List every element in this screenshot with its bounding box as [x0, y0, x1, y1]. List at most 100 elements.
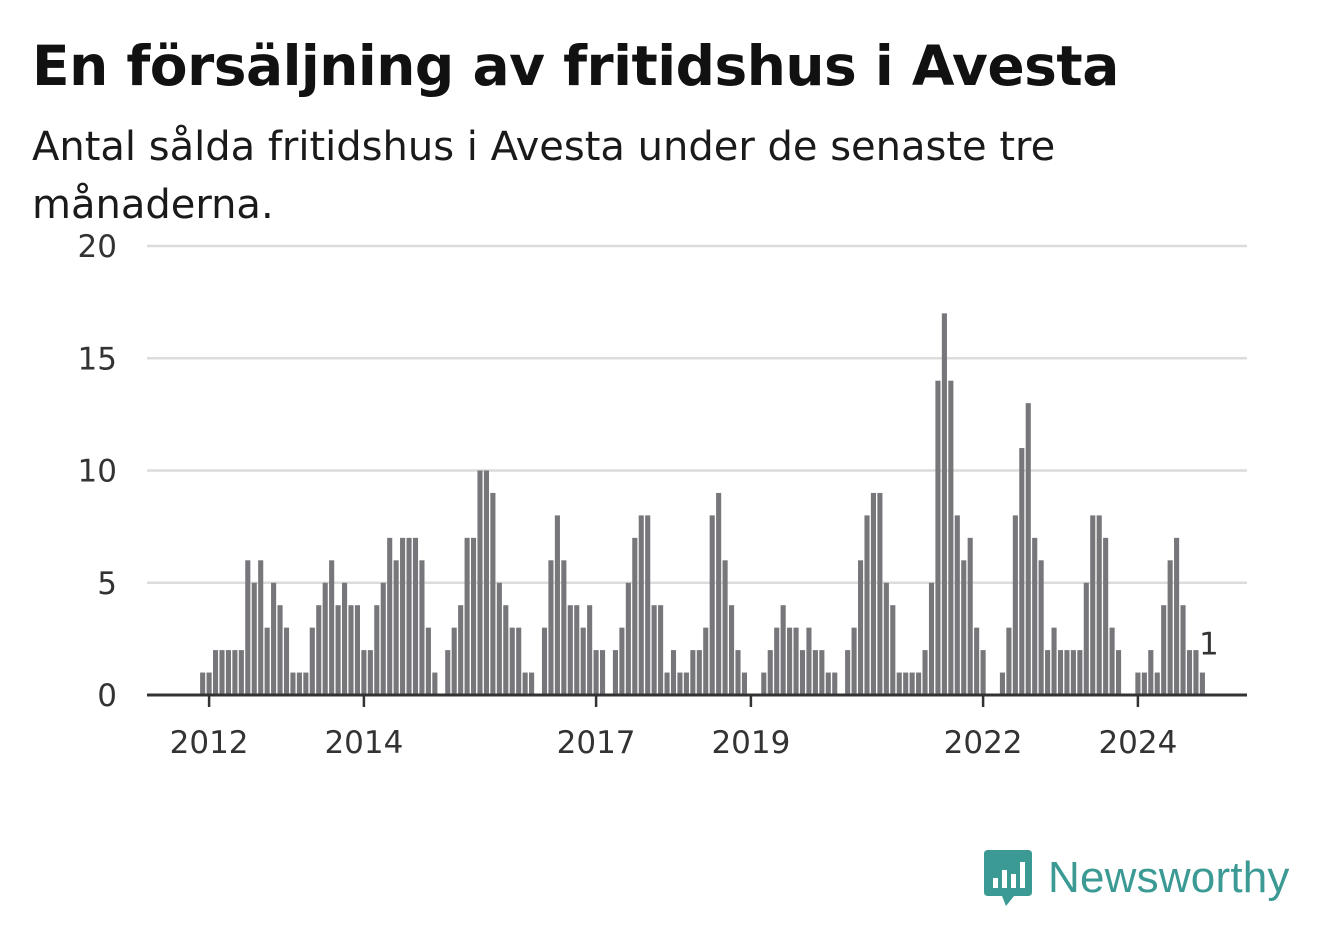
- bar: [374, 605, 380, 695]
- bar: [238, 650, 244, 695]
- bar: [780, 605, 786, 695]
- bar: [1199, 672, 1205, 695]
- bar: [496, 582, 502, 695]
- y-tick-label: 0: [97, 678, 117, 714]
- bar: [696, 650, 702, 695]
- bar: [271, 582, 277, 695]
- bar: [1032, 537, 1038, 695]
- bar: [593, 650, 599, 695]
- chart-subtitle: Antal sålda fritidshus i Avesta under de…: [32, 124, 1056, 228]
- bar: [329, 560, 335, 695]
- bar: [419, 560, 425, 695]
- bar: [812, 650, 818, 695]
- chart-title: En försäljning av fritidshus i Avesta: [32, 34, 1119, 98]
- bar: [477, 470, 483, 695]
- bar: [1186, 650, 1193, 695]
- bar: [858, 560, 864, 695]
- bar: [851, 627, 857, 695]
- bar: [451, 627, 457, 695]
- bar: [361, 650, 367, 695]
- x-tick-label: 2019: [711, 725, 790, 761]
- bar: [580, 627, 586, 695]
- bar: [703, 627, 709, 695]
- bar: [870, 492, 876, 695]
- y-tick-label: 10: [78, 454, 117, 490]
- bar: [735, 650, 741, 695]
- x-tick-label: 2024: [1098, 725, 1177, 761]
- bar: [516, 627, 522, 695]
- bar: [658, 605, 664, 695]
- bar: [845, 650, 851, 695]
- grid-lines: [147, 244, 1247, 584]
- bar: [1012, 515, 1018, 695]
- brand-name: Newsworthy: [1048, 853, 1290, 902]
- bar: [709, 515, 715, 695]
- newsworthy-logo: Newsworthy: [980, 848, 1290, 908]
- bar: [632, 537, 638, 695]
- bar: [1070, 650, 1076, 695]
- bar: [406, 537, 412, 695]
- bar: [1025, 403, 1031, 695]
- bar: [832, 672, 838, 695]
- bar: [354, 605, 360, 695]
- bar: [1161, 605, 1167, 695]
- bar: [387, 537, 393, 695]
- bar: [761, 672, 767, 695]
- bar: [567, 605, 573, 695]
- bar: [1135, 672, 1141, 695]
- bar: [638, 515, 644, 695]
- bar: [554, 515, 560, 695]
- bar: [877, 492, 883, 695]
- bar: [690, 650, 696, 695]
- bar: [1167, 560, 1173, 695]
- bar: [1193, 650, 1199, 695]
- bars: [200, 313, 1205, 695]
- bar: [303, 672, 309, 695]
- bar: [232, 650, 238, 695]
- bar: [290, 672, 296, 695]
- bar: [342, 582, 348, 695]
- bar: [316, 605, 322, 695]
- bar: [1038, 560, 1044, 695]
- bar: [961, 560, 967, 695]
- bar: [277, 605, 283, 695]
- bar: [625, 582, 631, 695]
- bar: [206, 672, 212, 695]
- bar: [967, 537, 973, 695]
- bar: [612, 650, 618, 695]
- bar: [787, 627, 793, 695]
- bar: [458, 605, 464, 695]
- bar: [716, 492, 722, 695]
- bar: [490, 492, 496, 695]
- bar: [954, 515, 960, 695]
- y-tick-label: 20: [78, 229, 117, 265]
- bar: [1006, 627, 1012, 695]
- bar: [1064, 650, 1070, 695]
- bar: [1148, 650, 1154, 695]
- bar: [445, 650, 451, 695]
- bar: [774, 627, 780, 695]
- x-tick-label: 2012: [170, 725, 249, 761]
- x-tick-label: 2017: [557, 725, 636, 761]
- bar-chart-speech-bubble-icon: [984, 850, 1032, 906]
- bar: [283, 627, 290, 695]
- bar: [412, 537, 419, 695]
- bar: [251, 582, 257, 695]
- bar: [425, 627, 431, 695]
- bar: [600, 650, 606, 695]
- bar: [916, 672, 922, 695]
- bar: [574, 605, 580, 695]
- bar: [670, 650, 677, 695]
- bar: [928, 582, 935, 695]
- bar: [864, 515, 870, 695]
- bar: [806, 627, 812, 695]
- bar: [225, 650, 231, 695]
- bar: [213, 650, 219, 695]
- y-tick-label: 5: [97, 566, 117, 602]
- bar-chart: 0 5 10 15 20 2012 2014 2017 2019 2022 2024 1: [78, 229, 1247, 761]
- bar: [1045, 650, 1051, 695]
- bar: [309, 627, 315, 695]
- bar: [561, 560, 567, 695]
- bar: [980, 650, 986, 695]
- bar: [1083, 582, 1089, 695]
